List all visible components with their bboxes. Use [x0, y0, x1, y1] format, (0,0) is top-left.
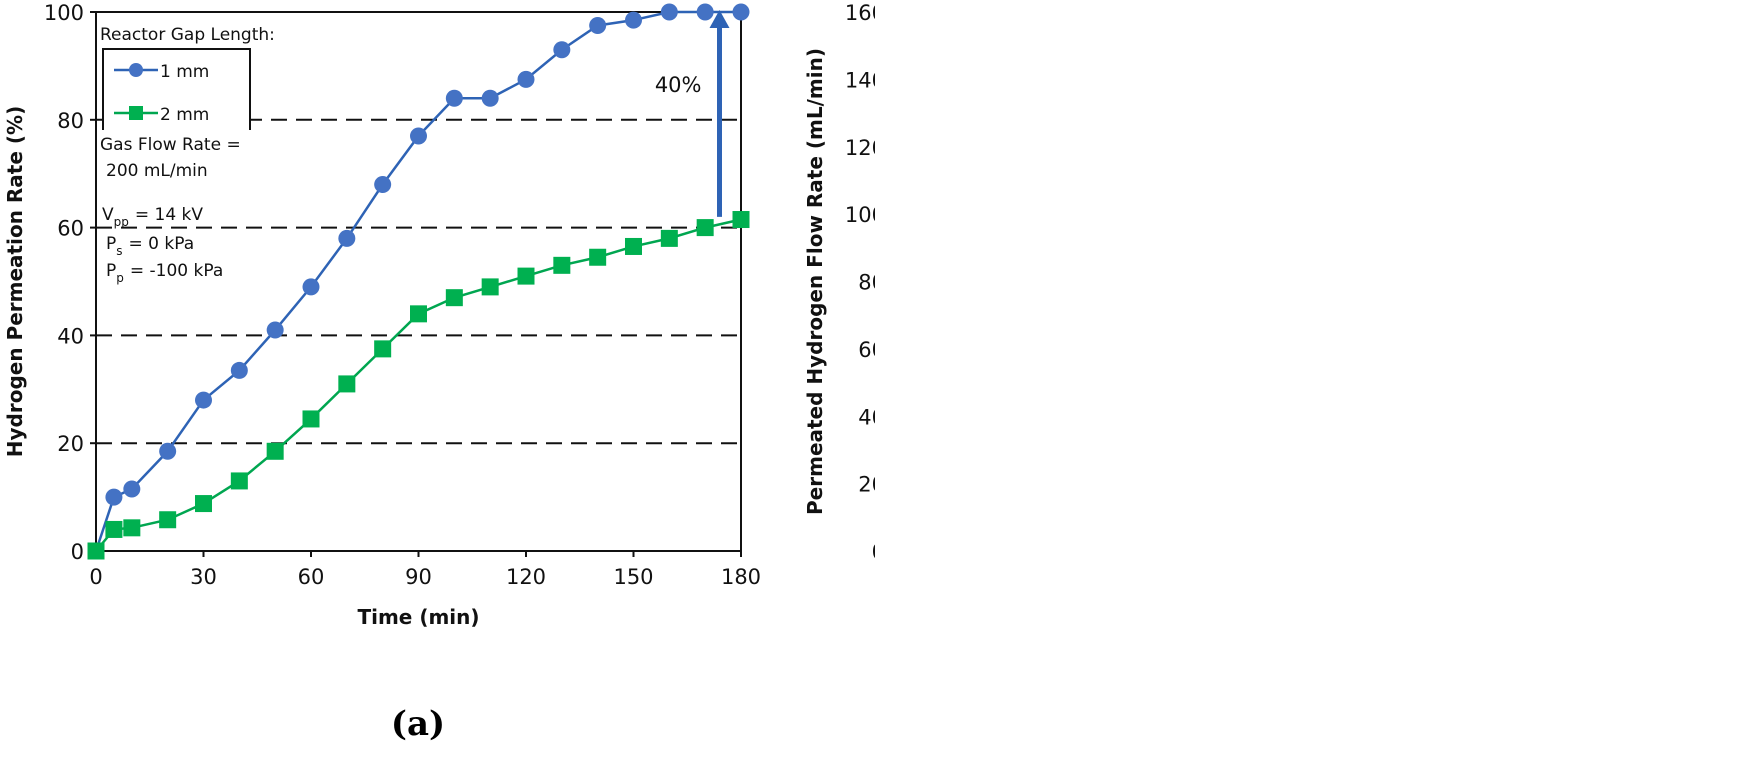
- data-point: [410, 127, 427, 145]
- data-point: [338, 375, 356, 393]
- annotation-pp-symbol: P: [106, 261, 116, 281]
- data-point: [105, 488, 123, 506]
- data-point: [589, 248, 607, 266]
- arrow-label: 40%: [655, 73, 702, 97]
- y-tick-label: 60: [57, 217, 84, 241]
- data-point: [123, 519, 141, 537]
- x-axis-label: Time (min): [357, 605, 479, 629]
- panel-caption: (a): [391, 704, 445, 744]
- data-point: [266, 321, 284, 339]
- legend-marker-circle: [129, 63, 143, 77]
- annotation-vpp-subscript: pp: [114, 215, 129, 229]
- data-point: [517, 70, 535, 88]
- data-point: [302, 410, 320, 428]
- data-point: [553, 256, 571, 274]
- annotation-ps-value: = 0 kPa: [129, 234, 195, 254]
- annotation-bg: [98, 130, 278, 188]
- data-point: [195, 391, 212, 409]
- x-tick-label: 0: [89, 565, 102, 589]
- y-axis-label: Hydrogen Permeation Rate (%): [3, 106, 27, 457]
- x-tick-label: 180: [721, 565, 761, 589]
- data-point: [732, 3, 750, 21]
- data-point: [266, 442, 284, 460]
- y-tick-label: 60: [858, 338, 875, 362]
- y-tick-label: 0: [872, 540, 875, 564]
- y-tick-label: 40: [858, 405, 875, 429]
- data-point: [696, 219, 714, 237]
- data-point: [302, 278, 320, 296]
- data-point: [553, 41, 571, 59]
- legend-box: [102, 48, 251, 138]
- legend-label: 2 mm: [160, 105, 209, 125]
- chart-b: 0204060801001201401600306090120150180Tim…: [803, 1, 875, 564]
- data-point: [195, 495, 212, 513]
- x-tick-label: 90: [405, 565, 432, 589]
- data-point: [374, 175, 392, 193]
- data-point: [230, 361, 248, 379]
- x-tick-label: 120: [506, 565, 546, 589]
- data-point: [338, 229, 356, 247]
- annotation-gas-flow: Gas Flow Rate =: [100, 135, 241, 155]
- y-tick-label: 0: [71, 540, 84, 564]
- legend-title: Reactor Gap Length:: [100, 25, 275, 45]
- annotation-vpp-value: = 14 kV: [135, 205, 204, 225]
- data-point: [374, 340, 392, 358]
- y-tick-label: 100: [845, 203, 875, 227]
- y-tick-label: 160: [845, 1, 875, 25]
- y-tick-label: 40: [57, 324, 84, 348]
- annotation-gas-flow-value: 200 mL/min: [106, 161, 208, 181]
- data-point: [159, 511, 177, 529]
- y-axis-label: Permeated Hydrogen Flow Rate (mL/min): [803, 48, 827, 515]
- data-point: [660, 3, 678, 21]
- data-point: [87, 542, 105, 560]
- y-tick-label: 20: [57, 432, 84, 456]
- data-point: [732, 211, 750, 229]
- data-point: [159, 442, 177, 460]
- annotation-ps-subscript: s: [116, 244, 122, 258]
- data-point: [230, 472, 248, 490]
- annotation-ps: Ps = 0 kPa: [106, 234, 194, 258]
- data-point: [481, 89, 499, 107]
- arrow-head: [709, 10, 730, 28]
- y-tick-label: 20: [858, 473, 875, 497]
- data-point: [105, 520, 123, 538]
- annotation-pp: Pp = -100 kPa: [106, 261, 223, 285]
- data-point: [696, 3, 714, 21]
- data-point: [445, 289, 463, 307]
- x-tick-label: 60: [298, 565, 325, 589]
- y-tick-label: 80: [858, 271, 875, 295]
- y-tick-label: 140: [845, 68, 875, 92]
- annotation-pp-subscript: p: [116, 271, 124, 285]
- legend-label: 1 mm: [160, 62, 209, 82]
- data-point: [589, 16, 607, 34]
- annotation-ps-symbol: P: [106, 234, 116, 254]
- data-point: [481, 278, 499, 296]
- data-point: [660, 229, 678, 247]
- legend-marker-square: [129, 106, 143, 120]
- data-point: [625, 237, 642, 255]
- x-tick-label: 30: [190, 565, 217, 589]
- data-point: [410, 305, 427, 323]
- annotation-vpp-symbol: V: [102, 205, 114, 225]
- annotation-vpp: Vpp = 14 kV: [102, 205, 203, 229]
- data-point: [625, 11, 642, 29]
- data-point: [517, 267, 535, 285]
- data-point: [445, 89, 463, 107]
- x-tick-label: 150: [613, 565, 653, 589]
- data-point: [123, 480, 141, 498]
- chart-a: 0 20 40 60 80 100 0 30 60 90 120 150 180 Time (min) Hy…: [3, 1, 761, 744]
- y-tick-label: 120: [845, 136, 875, 160]
- y-tick-label: 100: [44, 1, 84, 25]
- annotation-pp-value: = -100 kPa: [130, 261, 223, 281]
- y-tick-label: 80: [57, 109, 84, 133]
